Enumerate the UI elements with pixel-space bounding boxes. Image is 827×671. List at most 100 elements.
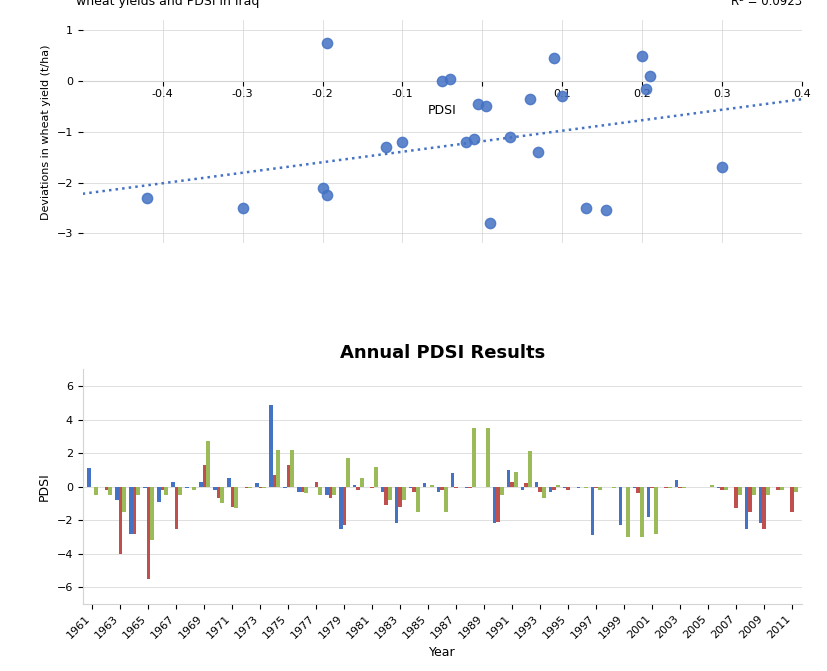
Bar: [496, 486, 500, 522]
Bar: [370, 486, 375, 488]
Bar: [273, 475, 276, 486]
Legend: BAGHDAD, BASRA, MOSUL: BAGHDAD, BASRA, MOSUL: [320, 670, 565, 671]
Bar: [524, 483, 528, 486]
Bar: [262, 486, 266, 488]
Bar: [753, 486, 756, 495]
Bar: [403, 486, 406, 500]
Bar: [566, 486, 571, 490]
Bar: [118, 486, 122, 554]
Point: [523, 93, 537, 104]
Title: Annual PDSI Results: Annual PDSI Results: [340, 344, 545, 362]
Bar: [451, 473, 455, 486]
Bar: [734, 486, 739, 509]
Bar: [528, 452, 533, 486]
Point: [471, 99, 485, 109]
Bar: [290, 450, 294, 486]
Bar: [585, 486, 588, 488]
Bar: [389, 486, 392, 500]
Bar: [347, 458, 351, 486]
Bar: [590, 486, 595, 535]
Bar: [675, 480, 678, 486]
Bar: [283, 486, 286, 488]
Bar: [115, 486, 118, 500]
Bar: [668, 486, 672, 488]
Bar: [664, 486, 668, 488]
Bar: [198, 482, 203, 486]
Bar: [552, 486, 557, 490]
Point: [643, 70, 657, 81]
Bar: [710, 485, 715, 486]
Bar: [213, 486, 217, 490]
Bar: [156, 486, 160, 502]
Bar: [548, 486, 552, 492]
Bar: [444, 486, 448, 512]
Bar: [385, 486, 389, 505]
Bar: [94, 486, 98, 495]
Bar: [543, 486, 547, 499]
Bar: [599, 486, 602, 490]
Point: [444, 73, 457, 84]
Point: [396, 137, 409, 148]
Bar: [441, 486, 444, 490]
Bar: [399, 486, 403, 507]
Bar: [562, 486, 566, 488]
Point: [320, 38, 333, 48]
Point: [532, 147, 545, 158]
Bar: [217, 486, 221, 499]
Bar: [142, 486, 146, 488]
Bar: [276, 450, 280, 486]
Bar: [748, 486, 753, 512]
Bar: [507, 470, 510, 486]
Bar: [654, 486, 658, 533]
Bar: [286, 465, 290, 486]
Bar: [87, 468, 90, 486]
Bar: [493, 486, 496, 523]
Bar: [486, 428, 490, 486]
Point: [380, 142, 393, 152]
Bar: [647, 486, 651, 517]
Bar: [356, 486, 361, 490]
Bar: [510, 482, 514, 486]
Bar: [595, 486, 599, 488]
Bar: [122, 486, 127, 512]
Point: [316, 183, 329, 193]
Bar: [234, 486, 238, 509]
Point: [460, 137, 473, 148]
Bar: [619, 486, 623, 525]
Bar: [557, 485, 561, 486]
Bar: [304, 486, 308, 493]
Bar: [269, 405, 273, 486]
Bar: [724, 486, 729, 490]
Bar: [352, 485, 356, 486]
Bar: [314, 482, 318, 486]
Y-axis label: PDSI: PDSI: [38, 472, 51, 501]
Bar: [184, 486, 189, 488]
Bar: [781, 486, 784, 490]
Bar: [633, 486, 637, 488]
Bar: [417, 486, 420, 512]
Bar: [520, 486, 524, 490]
X-axis label: Year: Year: [429, 646, 456, 660]
Bar: [744, 486, 748, 529]
Bar: [758, 486, 762, 523]
Bar: [394, 486, 399, 523]
Bar: [297, 486, 300, 492]
Bar: [136, 486, 141, 495]
Bar: [640, 486, 644, 537]
Bar: [203, 465, 207, 486]
Bar: [791, 486, 795, 512]
Bar: [179, 486, 183, 495]
Bar: [576, 486, 581, 488]
Bar: [207, 442, 210, 486]
Text: Correlation of deviations in
wheat yields and PDSI in Iraq: Correlation of deviations in wheat yield…: [75, 0, 259, 8]
Bar: [151, 486, 155, 540]
Point: [600, 205, 613, 216]
Bar: [332, 486, 337, 495]
Bar: [129, 486, 132, 533]
Point: [484, 218, 497, 229]
Bar: [318, 486, 323, 495]
Bar: [767, 486, 770, 495]
Bar: [514, 472, 519, 486]
Bar: [612, 486, 616, 488]
Bar: [328, 486, 332, 499]
